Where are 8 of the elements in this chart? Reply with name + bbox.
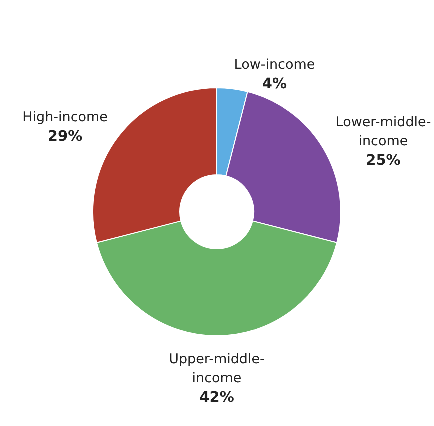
data-label: 4% bbox=[262, 76, 288, 93]
slice-label: Low-income bbox=[234, 57, 316, 74]
data-label: 25% bbox=[366, 152, 402, 169]
data-label: 29% bbox=[48, 128, 84, 145]
slice-label: Lower-middle-income bbox=[336, 114, 432, 150]
data-label: 42% bbox=[200, 390, 235, 406]
slice-label: High-income bbox=[22, 109, 108, 126]
slice-label: Upper-middle-income bbox=[169, 352, 266, 386]
